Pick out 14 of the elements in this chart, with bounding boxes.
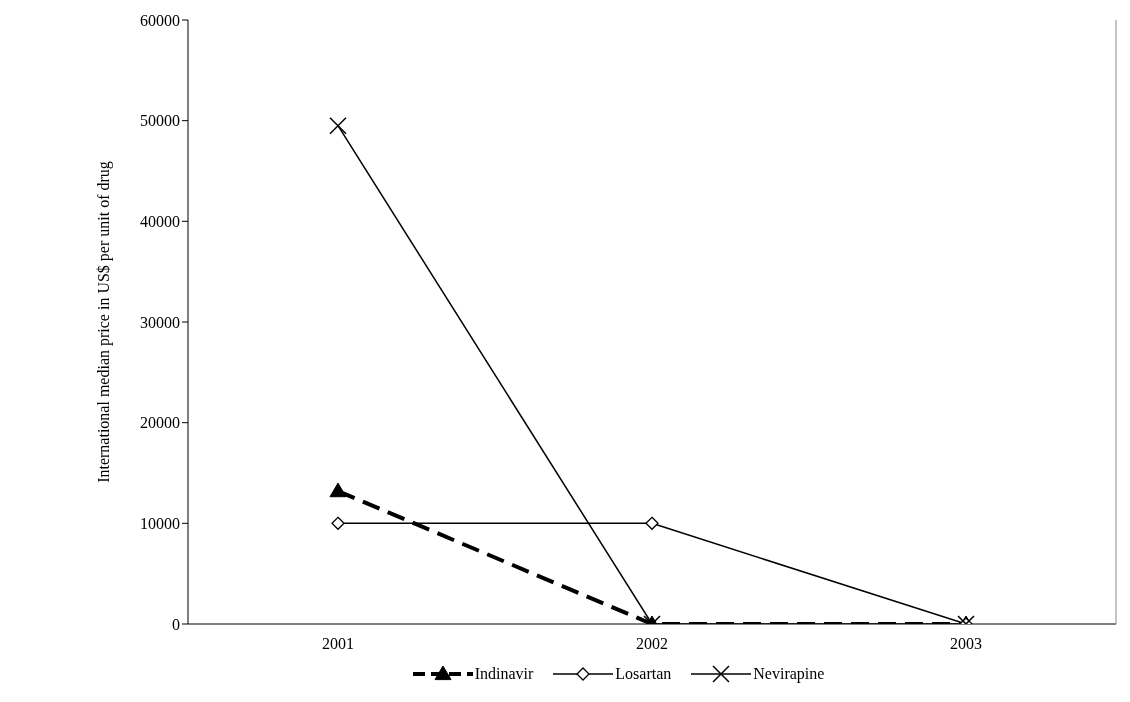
x-tick-label: 2002 [636,635,668,653]
y-tick-label: 50000 [140,112,180,130]
y-tick-label: 20000 [140,414,180,432]
legend-label: Nevirapine [753,665,825,683]
y-tick-label: 60000 [140,11,180,29]
y-axis-title: International median price in US$ per unit of drug [94,161,113,483]
y-tick-label: 40000 [140,213,180,231]
y-tick-label: 30000 [140,313,180,331]
x-tick-label: 2003 [950,635,982,653]
y-tick-label: 10000 [140,515,180,533]
y-tick-label: 0 [172,615,180,633]
x-tick-label: 2001 [322,635,354,653]
legend-label: Losartan [615,665,672,683]
legend-label: Indinavir [474,665,534,683]
